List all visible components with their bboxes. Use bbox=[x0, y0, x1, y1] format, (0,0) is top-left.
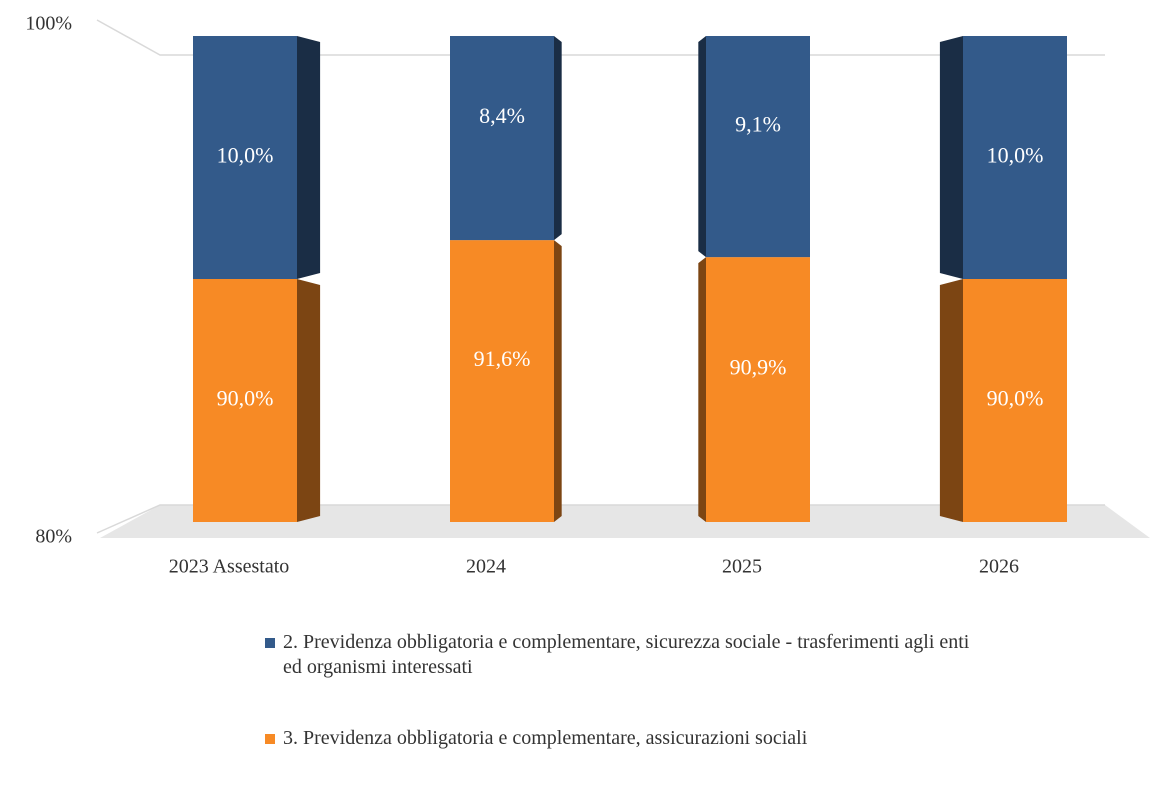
bar bbox=[450, 240, 554, 522]
legend-label: 3. Previdenza obbligatoria e complementa… bbox=[283, 727, 808, 749]
bar-side bbox=[939, 36, 963, 279]
value-label: 90,0% bbox=[987, 386, 1044, 411]
value-label: 90,9% bbox=[730, 355, 787, 380]
y-tick-label: 80% bbox=[35, 526, 72, 548]
floor bbox=[100, 505, 1150, 538]
bar bbox=[450, 36, 554, 241]
bar-side bbox=[297, 279, 321, 522]
page: {"chart_data": {"type": "stacked_bar", "… bbox=[25, 12, 1150, 749]
x-tick-label: 2026 bbox=[979, 556, 1019, 578]
legend-item: 3. Previdenza obbligatoria e complementa… bbox=[265, 726, 985, 751]
x-tick-label: 2025 bbox=[722, 556, 762, 578]
legend: 2. Previdenza obbligatoria e complementa… bbox=[265, 630, 985, 797]
value-label: 8,4% bbox=[479, 103, 525, 128]
bar bbox=[963, 36, 1067, 279]
value-label: 10,0% bbox=[217, 143, 274, 168]
bar-side bbox=[698, 36, 706, 258]
bar bbox=[193, 279, 297, 522]
bar-side bbox=[698, 257, 706, 522]
bar-side bbox=[297, 36, 321, 279]
bar-side bbox=[554, 36, 562, 241]
legend-label: 2. Previdenza obbligatoria e complementa… bbox=[283, 631, 970, 678]
value-label: 90,0% bbox=[217, 386, 274, 411]
x-tick-label: 2023 Assestato bbox=[169, 556, 290, 578]
chart: 80% 100% 2023 Assestato 90,0% 10,0% 2024 91,6%… bbox=[25, 13, 1150, 578]
legend-swatch bbox=[265, 734, 275, 744]
value-label: 91,6% bbox=[474, 346, 531, 371]
bar bbox=[193, 36, 297, 279]
bar bbox=[706, 257, 810, 522]
y-tick-label: 100% bbox=[25, 13, 72, 35]
value-label: 10,0% bbox=[987, 143, 1044, 168]
legend-item: 2. Previdenza obbligatoria e complementa… bbox=[265, 630, 985, 680]
bar bbox=[963, 279, 1067, 522]
x-tick-label: 2024 bbox=[466, 556, 506, 578]
value-label: 9,1% bbox=[735, 112, 781, 137]
bar bbox=[706, 36, 810, 258]
bar-side bbox=[939, 279, 963, 522]
bar-side bbox=[554, 240, 562, 522]
legend-swatch bbox=[265, 638, 275, 648]
